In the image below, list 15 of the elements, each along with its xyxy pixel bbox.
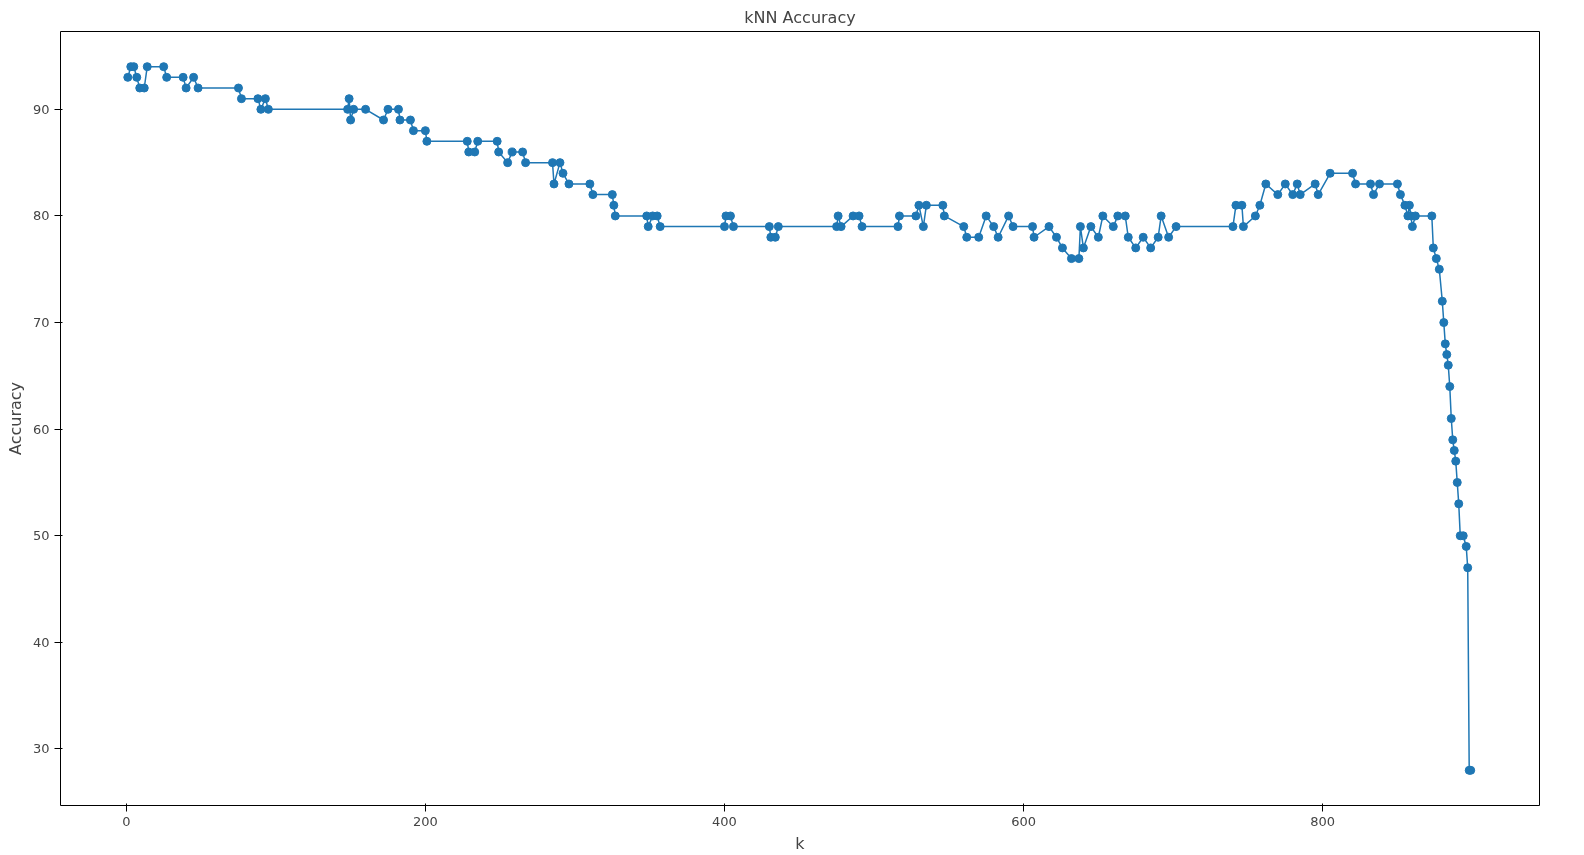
y-tick-label: 70 [32,315,50,331]
chart-title: kNN Accuracy [744,7,856,27]
y-tick-label: 90 [32,101,50,117]
y-tick-label: 80 [32,208,50,224]
y-tick-label: 30 [32,741,50,757]
x-tick-label: 400 [712,813,737,829]
y-tick-label: 50 [32,528,50,544]
x-tick-label: 600 [1011,813,1036,829]
x-axis-title: k [795,833,806,853]
x-tick-label: 800 [1310,813,1336,829]
y-tick-label: 60 [32,421,50,437]
y-axis-title: Accuracy [5,381,25,456]
y-tick-label: 40 [32,634,50,650]
x-tick-label: 0 [122,813,131,829]
x-tick-label: 200 [412,813,438,829]
